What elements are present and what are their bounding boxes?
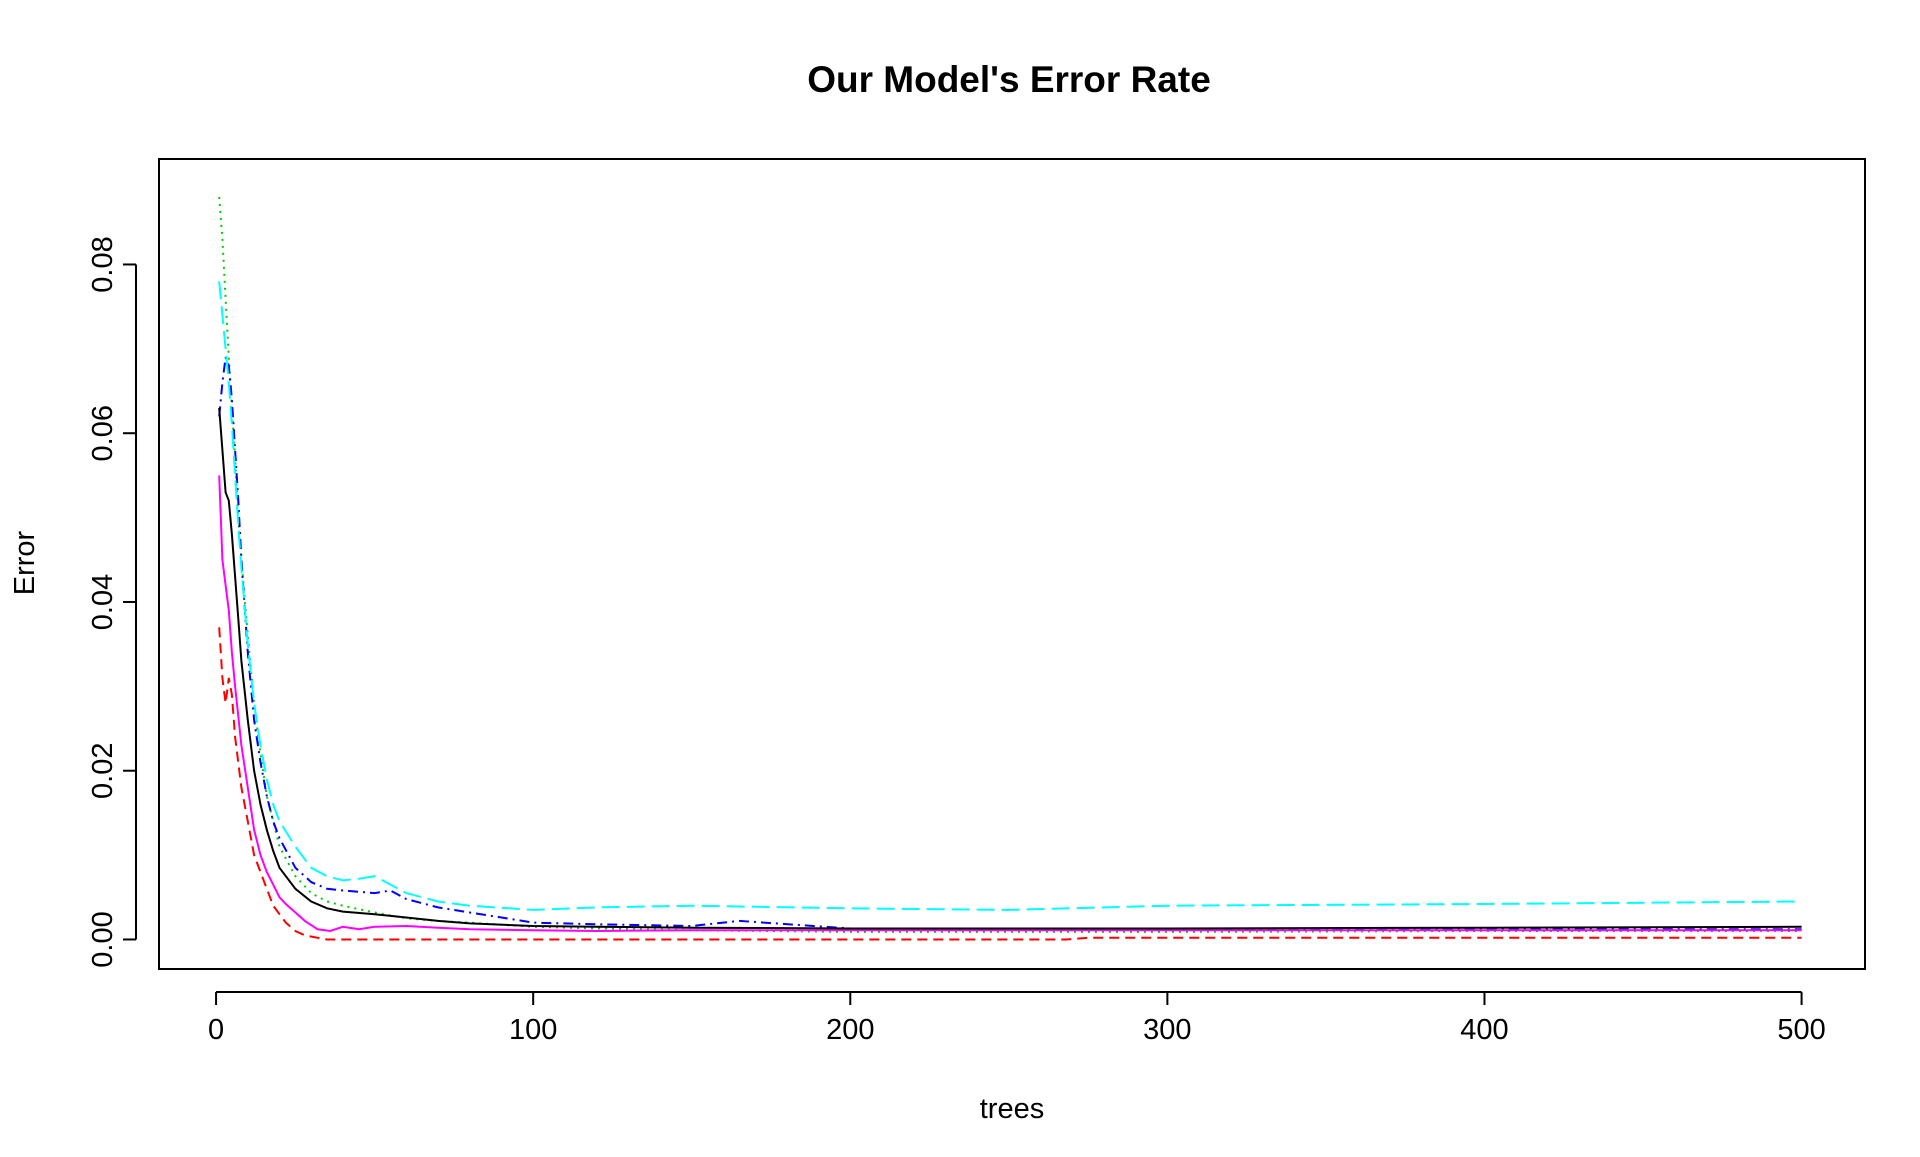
series-line-6 [218,407,1802,930]
series-line-3 [218,356,1802,931]
series-line-2 [218,196,1802,933]
y-axis-label: Error [9,530,41,595]
y-tick-label: 0.08 [87,236,119,292]
y-tick-label: 0.04 [87,574,119,630]
y-tick-label: 0.00 [87,911,119,967]
x-tick-label: 300 [1143,1014,1191,1046]
x-axis-label: trees [980,1093,1044,1125]
series-layer [218,196,1802,941]
chart-title: Our Model's Error Rate [807,59,1211,100]
x-tick-label: 500 [1777,1014,1825,1046]
x-tick-label: 0 [208,1014,224,1046]
y-axis: 0.00 0.02 0.04 0.06 0.08 [87,236,137,968]
series-line-4 [218,281,1802,911]
x-tick-label: 200 [826,1014,874,1046]
x-axis: 0 100 200 300 400 500 [208,991,1826,1046]
x-tick-label: 100 [509,1014,557,1046]
series-line-5 [218,475,1802,933]
plot-frame [158,158,1866,970]
y-tick-label: 0.06 [87,405,119,461]
y-tick-label: 0.02 [87,742,119,798]
series-line-1 [218,627,1802,941]
x-tick-label: 400 [1460,1014,1508,1046]
